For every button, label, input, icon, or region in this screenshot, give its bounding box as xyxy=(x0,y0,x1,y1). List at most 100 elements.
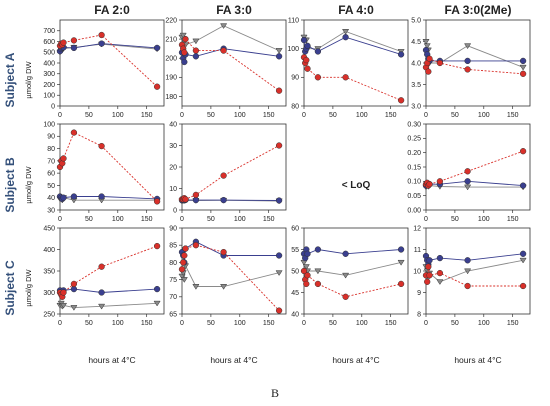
x-tick-label: 100 xyxy=(234,112,246,119)
y-tick-label: 300 xyxy=(43,71,55,78)
series-line-gray xyxy=(181,25,280,52)
data-point-blue xyxy=(275,197,283,204)
data-point-red xyxy=(60,289,67,296)
x-tick-label: 50 xyxy=(207,320,215,327)
panel-r2-c0: 250 300 350 400 450 0 50 100 150 xyxy=(43,225,165,327)
data-point-gray xyxy=(464,184,472,191)
plot-frame xyxy=(59,227,165,315)
data-point-blue xyxy=(181,58,188,66)
y-tick-label: 60 xyxy=(47,171,55,178)
data-point-gray xyxy=(342,272,350,279)
x-tick-label: 0 xyxy=(302,320,306,327)
x-tick-label: 100 xyxy=(234,216,246,223)
plot-frame xyxy=(181,19,287,107)
data-point-red xyxy=(397,97,405,104)
x-tick-label: 150 xyxy=(507,320,519,327)
data-point-red xyxy=(98,31,105,39)
y-tick-label: 200 xyxy=(165,56,177,63)
panel-r1-c0: 30 40 50 60 70 80 90 100 0 50 100 150 xyxy=(43,121,165,223)
data-point-red xyxy=(303,56,310,64)
data-point-red xyxy=(60,155,67,162)
data-point-gray xyxy=(180,277,188,283)
y-tick-label: 450 xyxy=(43,225,55,232)
data-point-red xyxy=(304,65,311,72)
data-point-red xyxy=(98,263,105,270)
y-tick-label: 55 xyxy=(291,247,299,254)
data-point-red xyxy=(275,307,283,314)
below-loq-note: < LoQ xyxy=(342,180,371,191)
x-tick-label: 150 xyxy=(263,320,275,327)
y-tick-label: 80 xyxy=(169,260,177,267)
y-axis-label-row-a: µmol/g DW xyxy=(24,60,33,98)
y-tick-label: 250 xyxy=(43,311,55,318)
x-axis-label-col-1: hours at 4°C xyxy=(88,355,135,365)
data-point-red xyxy=(342,293,349,300)
panel-r2-c1: 65 70 75 80 85 90 0 50 100 150 xyxy=(169,225,287,327)
data-point-gray xyxy=(423,43,431,50)
x-axis-label-col-2: hours at 4°C xyxy=(210,355,257,365)
y-tick-label: 85 xyxy=(169,243,177,250)
series-line-red xyxy=(181,244,280,311)
data-point-gray xyxy=(192,38,200,45)
data-point-gray xyxy=(70,305,78,311)
column-title-fa-4-0: FA 4:0 xyxy=(338,3,374,17)
column-title-fa-3-0: FA 3:0 xyxy=(216,3,252,17)
data-point-gray xyxy=(59,302,68,309)
y-tick-label: 100 xyxy=(43,93,55,100)
panel-r0-c1: 180 190 200 210 220 0 50 100 150 xyxy=(165,17,287,119)
y-tick-label: 180 xyxy=(165,94,177,101)
y-tick-label: 65 xyxy=(169,311,177,318)
data-point-red xyxy=(275,142,283,149)
column-title-fa-3-0-2me: FA 3:0(2Me) xyxy=(445,3,512,17)
data-point-red xyxy=(314,74,322,81)
x-tick-label: 100 xyxy=(478,112,490,119)
y-tick-label: 12 xyxy=(413,225,421,232)
x-tick-label: 100 xyxy=(112,216,124,223)
x-tick-label: 0 xyxy=(58,320,62,327)
y-tick-label: 8 xyxy=(417,311,421,318)
plot-frame xyxy=(303,19,409,107)
data-point-gray xyxy=(397,259,405,266)
panel-r1-c1: 0 10 20 30 40 0 50 100 150 xyxy=(169,121,287,223)
data-point-red xyxy=(314,280,322,288)
plot-frame xyxy=(425,123,531,211)
data-point-red xyxy=(220,248,227,256)
x-tick-label: 100 xyxy=(478,216,490,223)
figure-label: B xyxy=(271,386,279,400)
y-tick-label: 30 xyxy=(169,143,177,150)
y-tick-label: 10 xyxy=(169,186,177,193)
y-tick-label: 10 xyxy=(413,268,421,275)
data-point-red xyxy=(300,267,308,275)
x-tick-label: 150 xyxy=(141,320,153,327)
y-tick-label: 40 xyxy=(169,121,177,128)
data-point-gray xyxy=(98,303,106,310)
series-line-red xyxy=(59,131,158,202)
series-line-red xyxy=(182,145,280,200)
data-point-blue xyxy=(153,285,161,293)
data-point-red xyxy=(426,181,433,188)
data-point-gray xyxy=(275,270,283,276)
data-point-gray xyxy=(314,268,322,275)
x-tick-label: 0 xyxy=(180,320,184,327)
y-tick-label: 40 xyxy=(291,311,299,318)
data-point-red xyxy=(436,59,444,67)
data-point-red xyxy=(153,242,161,250)
data-point-blue xyxy=(464,57,471,65)
y-tick-label: 0.30 xyxy=(407,121,421,128)
data-point-blue xyxy=(300,36,308,44)
data-point-red xyxy=(60,39,67,46)
data-point-gray xyxy=(519,64,527,71)
data-point-red xyxy=(519,282,527,290)
y-tick-label: 80 xyxy=(291,103,299,110)
panel-r2-c3: 8 9 10 11 12 0 50 100 150 xyxy=(413,225,531,327)
data-point-blue xyxy=(304,250,311,257)
y-tick-label: 3.5 xyxy=(411,82,421,89)
data-point-gray xyxy=(436,279,444,285)
data-point-red xyxy=(426,55,433,62)
y-tick-label: 70 xyxy=(169,294,177,301)
y-tick-label: 45 xyxy=(291,290,299,297)
x-tick-label: 150 xyxy=(263,112,275,119)
y-tick-label: 400 xyxy=(43,60,55,67)
x-tick-label: 50 xyxy=(451,112,459,119)
